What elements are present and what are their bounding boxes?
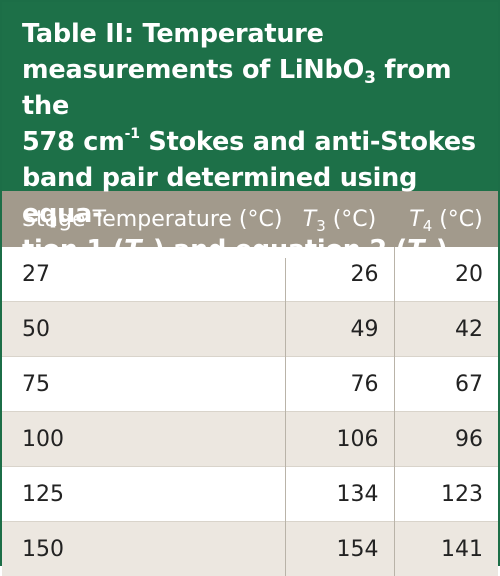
cell-stage: 125: [2, 467, 285, 522]
cell-t3: 134: [285, 467, 394, 522]
cell-stage: 150: [2, 522, 285, 576]
cell-t3: 49: [285, 302, 394, 357]
cell-stage: 100: [2, 412, 285, 467]
cell-t4: 141: [394, 522, 498, 576]
cell-stage: 75: [2, 357, 285, 412]
table-row: 100 106 96: [2, 412, 498, 467]
table-row: 50 49 42: [2, 302, 498, 357]
caption-line-5: tion 1 (T4) and equation 2 (T3): [22, 232, 484, 268]
caption-line-3: 578 cm-1 Stokes and anti-Stokes: [22, 124, 484, 160]
caption-line-2: measurements of LiNbO3 from the: [22, 52, 484, 124]
table-caption: Table II: Temperature measurements of Li…: [2, 2, 498, 191]
cell-t3: 76: [285, 357, 394, 412]
cell-t3: 106: [285, 412, 394, 467]
cell-t3: 154: [285, 522, 394, 576]
table-row: 150 154 141: [2, 522, 498, 576]
table-row: 75 76 67: [2, 357, 498, 412]
cell-t4: 123: [394, 467, 498, 522]
cell-t4: 42: [394, 302, 498, 357]
cell-t4: 96: [394, 412, 498, 467]
caption-line-1: Table II: Temperature: [22, 16, 484, 52]
table-row: 125 134 123: [2, 467, 498, 522]
cell-stage: 50: [2, 302, 285, 357]
cell-t4: 67: [394, 357, 498, 412]
